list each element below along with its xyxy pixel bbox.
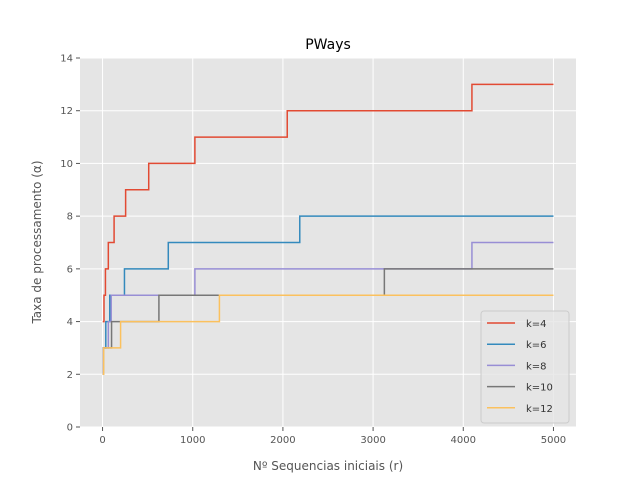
x-tick-label: 3000 xyxy=(360,435,385,446)
y-axis-label: Taxa de processamento (α) xyxy=(30,160,44,324)
y-tick-label: 8 xyxy=(67,212,73,223)
y-tick-label: 10 xyxy=(60,159,73,170)
legend-label: k=8 xyxy=(526,361,547,372)
legend-label: k=10 xyxy=(526,383,553,394)
legend-label: k=12 xyxy=(526,404,553,415)
x-tick-label: 4000 xyxy=(451,435,476,446)
x-tick-label: 5000 xyxy=(541,435,566,446)
x-tick-label: 2000 xyxy=(270,435,295,446)
legend-label: k=6 xyxy=(526,340,547,351)
y-tick-label: 6 xyxy=(67,264,73,275)
legend: k=4 k=6 k=8 k=10 k=12 xyxy=(480,310,570,424)
y-tick-label: 12 xyxy=(60,106,73,117)
series-layer xyxy=(102,83,554,376)
x-tick-label: 1000 xyxy=(180,435,205,446)
x-tick-label: 0 xyxy=(99,435,105,446)
ticks: 0 1000 2000 3000 4000 5000 0 2 4 6 8 10 12 14 xyxy=(60,54,566,447)
y-tick-label: 14 xyxy=(60,54,73,65)
legend-box xyxy=(480,310,570,424)
series-line-k-12 xyxy=(102,294,554,376)
y-tick-label: 2 xyxy=(67,370,73,381)
series-line-k-4 xyxy=(102,83,554,323)
y-tick-label: 0 xyxy=(67,423,73,434)
y-tick-label: 4 xyxy=(67,317,73,328)
x-axis-label: Nº Sequencias iniciais (r) xyxy=(253,459,403,473)
legend-label: k=4 xyxy=(526,319,547,330)
series-line-k-6 xyxy=(102,215,554,349)
chart-title: PWays xyxy=(305,37,351,53)
